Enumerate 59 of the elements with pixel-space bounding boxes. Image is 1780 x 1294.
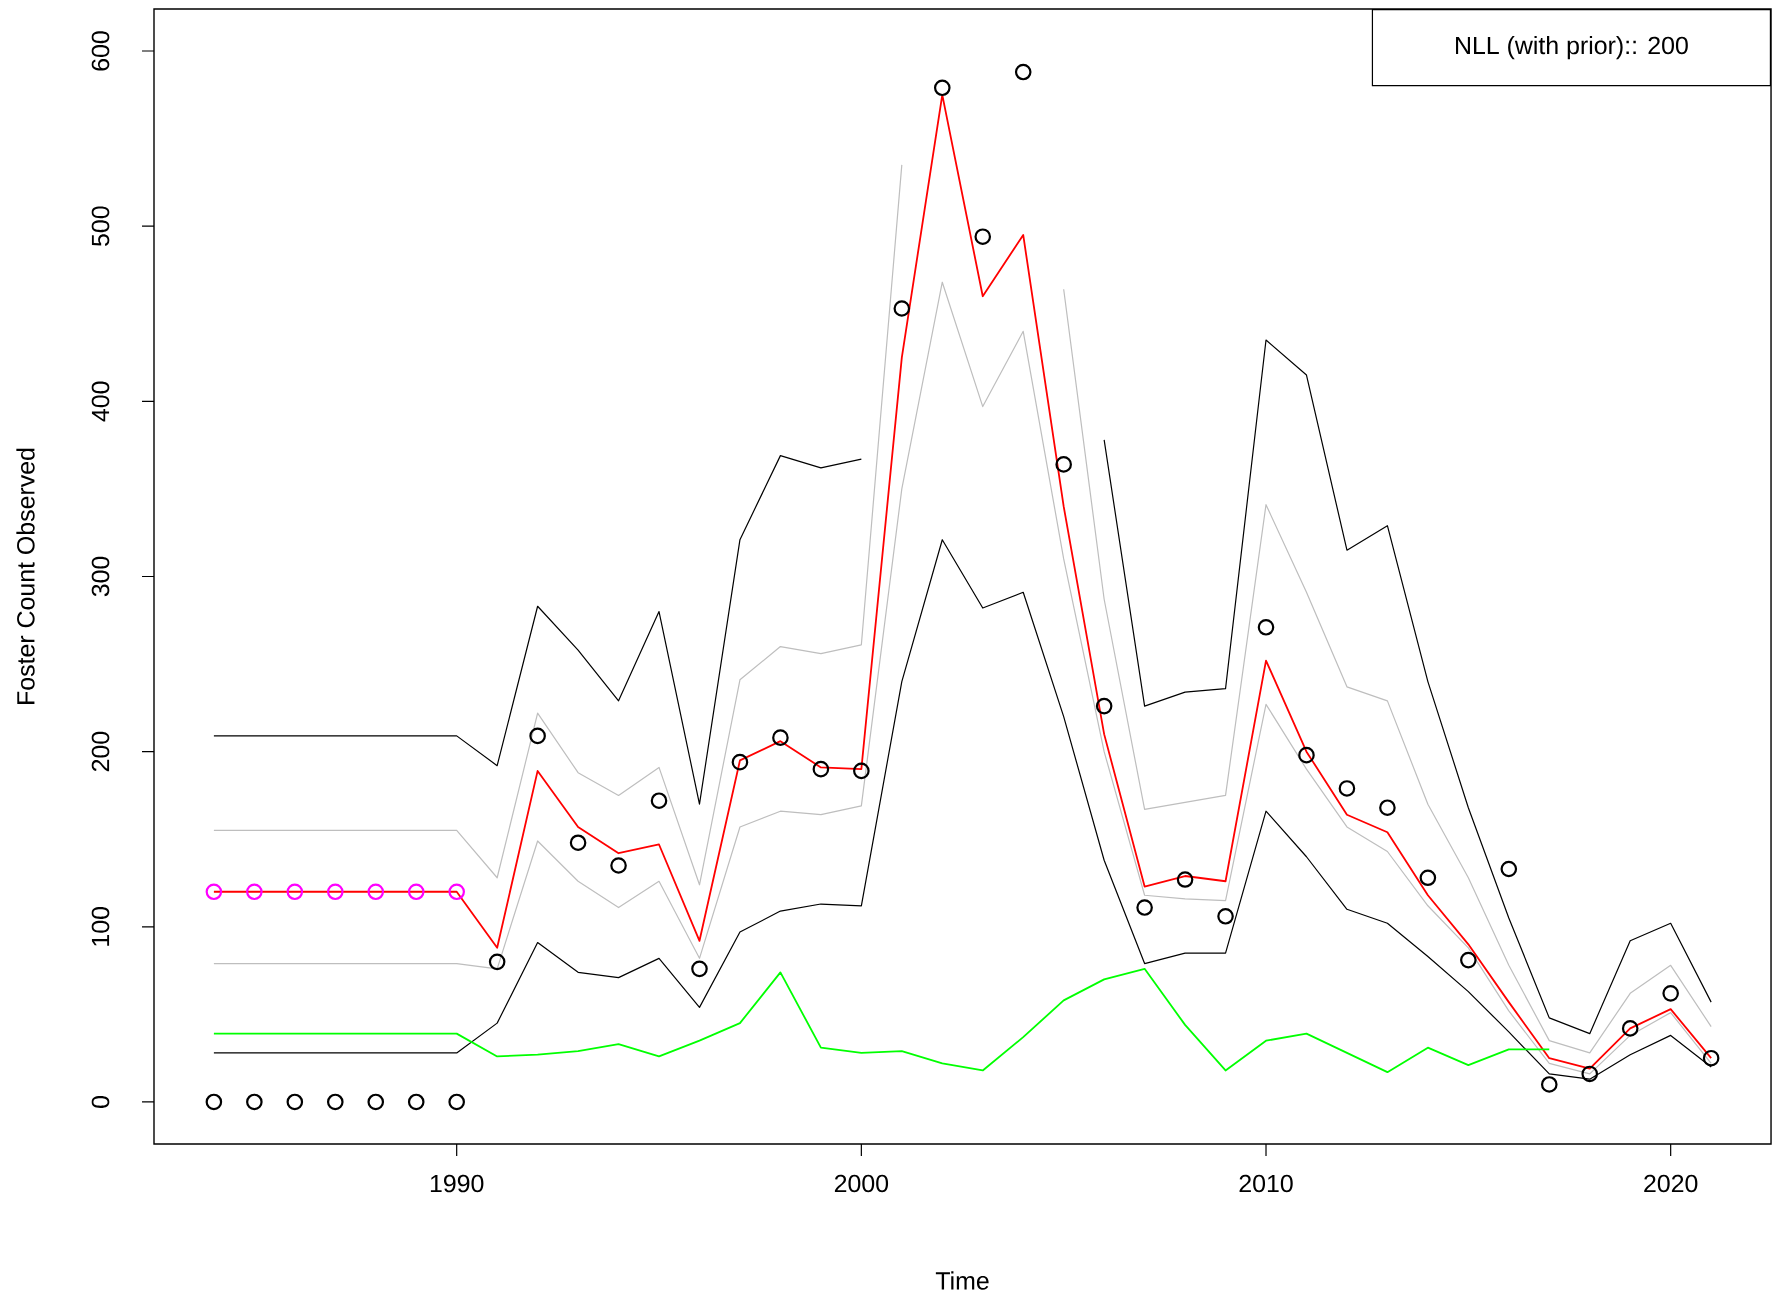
point (1581, 1065, 1599, 1083)
point (407, 883, 425, 901)
point (933, 79, 951, 97)
point (1702, 1049, 1720, 1067)
point (610, 857, 627, 874)
y-tick-label: 600 (91, 31, 110, 71)
point (1298, 746, 1315, 764)
point (650, 792, 668, 809)
point (1136, 899, 1153, 916)
point (1055, 456, 1072, 473)
point (286, 1093, 304, 1111)
x-tick-label: 2020 (1644, 1174, 1698, 1193)
point (407, 1093, 425, 1111)
point (1379, 799, 1396, 816)
point (367, 883, 385, 901)
y-axis-title: Foster Count Observed (16, 448, 35, 704)
point (1095, 697, 1113, 715)
y-tick-label: 100 (91, 907, 110, 946)
point (1662, 985, 1679, 1002)
point (893, 300, 911, 317)
point (326, 883, 344, 901)
x-tick-label: 2000 (834, 1174, 889, 1193)
point (691, 960, 708, 978)
point (205, 1093, 223, 1111)
point (488, 953, 506, 971)
point (326, 1093, 344, 1111)
point (1540, 1076, 1558, 1093)
point (246, 1093, 263, 1111)
point (448, 1093, 465, 1111)
y-tick-label: 400 (91, 381, 110, 422)
point (812, 760, 830, 778)
y-tick-label: 0 (91, 1096, 110, 1108)
point (731, 753, 749, 771)
point (772, 729, 789, 746)
point (367, 1093, 385, 1111)
annotation: NLL (with prior):: 200 (1456, 35, 1688, 60)
point (1257, 618, 1275, 636)
point (1500, 860, 1518, 878)
point (1176, 871, 1194, 888)
point (1621, 1020, 1639, 1037)
point (1460, 951, 1477, 969)
point (1014, 63, 1032, 81)
y-tick-label: 200 (91, 731, 110, 772)
x-axis-title: Time (935, 1271, 989, 1290)
point (286, 883, 304, 901)
point (1419, 869, 1437, 887)
point (246, 883, 263, 901)
point (1338, 780, 1356, 797)
y-tick-label: 300 (91, 556, 110, 597)
point (448, 883, 465, 901)
point (853, 762, 870, 780)
point (529, 727, 546, 745)
point (1217, 907, 1234, 925)
point (974, 228, 992, 245)
point (205, 883, 223, 901)
point (569, 834, 587, 852)
x-tick-label: 2010 (1239, 1174, 1293, 1193)
y-tick-label: 500 (91, 206, 110, 246)
x-tick-label: 1990 (430, 1174, 484, 1193)
